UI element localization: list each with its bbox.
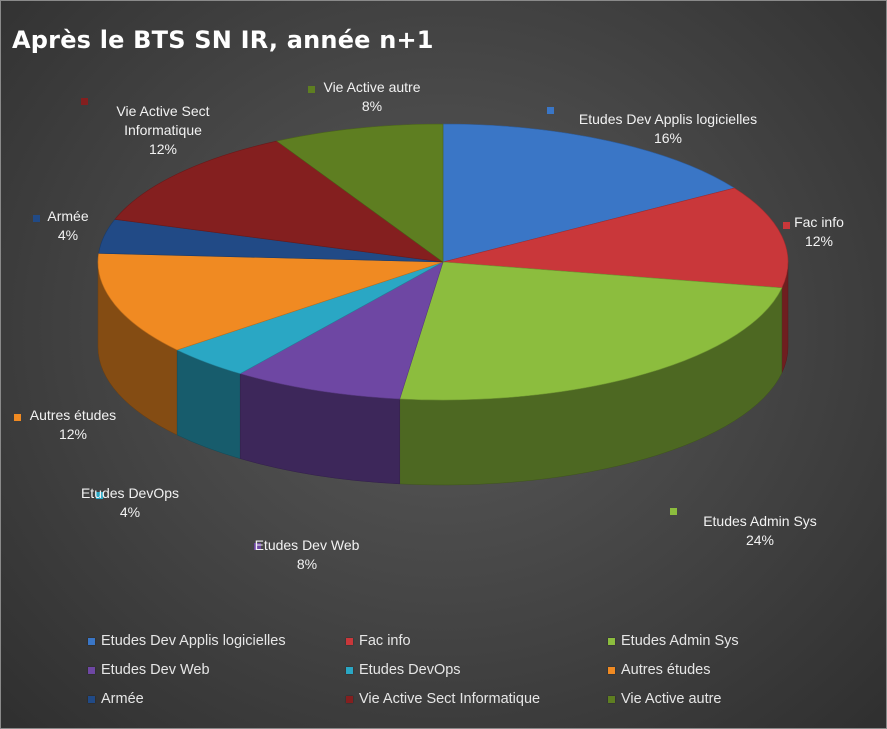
data-label-value: 8%: [297, 556, 317, 572]
pie-slice-etudes-dev-applis-logicielles: [442, 123, 736, 263]
legend-swatch: [88, 637, 95, 645]
data-label-etudes-devops: Etudes DevOps 4%: [81, 485, 179, 520]
pie-slice-etudes-dev-web: [239, 261, 444, 400]
data-label-value: 24%: [746, 532, 774, 548]
data-label-vie-active-autre: Vie Active autre 8%: [308, 79, 421, 114]
pie-slice-fac-info: [442, 187, 789, 289]
legend-swatch: [88, 695, 95, 703]
data-label-vie-active-sect-informatique: Vie Active Sect Informatique 12%: [81, 98, 210, 157]
data-label-name: Etudes Dev Web: [255, 537, 360, 553]
legend-label: Etudes Dev Web: [101, 662, 210, 678]
legend-swatch: [346, 666, 353, 674]
data-label-name: Vie Active Sect: [116, 103, 209, 119]
legend-swatch: [608, 695, 615, 703]
data-label-autres-etudes: Autres études 12%: [14, 407, 116, 442]
data-label-name: Etudes DevOps: [81, 485, 179, 501]
data-label-name: Armée: [47, 208, 88, 224]
data-label-etudes-dev-applis-logicielles: Etudes Dev Applis logicielles 16%: [547, 107, 757, 146]
legend-label: Etudes Admin Sys: [621, 633, 739, 649]
data-label-marker-vie-active-sect-informatique: [81, 98, 88, 105]
data-label-marker-etudes-dev-applis-logicielles: [547, 107, 554, 114]
data-label-marker-autres-etudes: [14, 414, 21, 421]
legend-swatch: [88, 666, 95, 674]
legend-item-etudes-dev-applis-logicielles: Etudes Dev Applis logicielles: [88, 633, 286, 649]
legend-label: Fac info: [359, 633, 411, 649]
legend-label: Armée: [101, 691, 144, 707]
data-label-etudes-admin-sys: Etudes Admin Sys 24%: [670, 508, 817, 548]
data-label-marker-armee: [33, 215, 40, 222]
data-label-armee: Armée 4%: [33, 208, 89, 243]
legend-item-etudes-devops: Etudes DevOps: [346, 662, 461, 678]
data-label-etudes-dev-web: Etudes Dev Web 8%: [254, 537, 360, 572]
data-label-marker-fac-info: [783, 222, 790, 229]
legend-item-autres-etudes: Autres études: [608, 662, 710, 678]
pie-slice-autres-etudes: [97, 253, 444, 351]
data-label-value: 4%: [58, 227, 78, 243]
data-label-value: 12%: [59, 426, 87, 442]
data-label-value: 16%: [654, 130, 682, 146]
pie-slice-etudes-admin-sys: [399, 261, 783, 401]
data-label-name: Etudes Dev Applis logicielles: [579, 111, 757, 127]
legend-item-etudes-admin-sys: Etudes Admin Sys: [608, 633, 739, 649]
legend-label: Autres études: [621, 662, 711, 678]
data-label-marker-etudes-dev-web: [254, 543, 261, 550]
pie-slice-vie-active-autre: [276, 123, 444, 263]
legend-item-vie-active-autre: Vie Active autre: [608, 691, 722, 707]
legend-swatch: [346, 695, 353, 703]
legend-label: Etudes Dev Applis logicielles: [101, 633, 286, 649]
legend-item-vie-active-sect-informatique: Vie Active Sect Informatique: [346, 691, 540, 707]
data-label-fac-info: Fac info 12%: [783, 214, 844, 249]
data-label-value: 12%: [805, 233, 833, 249]
pie-slice-vie-active-sect-informatique: [114, 140, 444, 263]
legend-item-fac-info: Fac info: [346, 633, 411, 649]
data-label-name: Autres études: [30, 407, 116, 423]
data-label-marker-etudes-devops: [96, 492, 103, 499]
data-label-name: Etudes Admin Sys: [703, 513, 817, 529]
data-label-name: Informatique: [124, 122, 202, 138]
data-label-marker-vie-active-autre: [308, 86, 315, 93]
data-label-value: 4%: [120, 504, 140, 520]
legend-swatch: [608, 666, 615, 674]
legend-item-etudes-dev-web: Etudes Dev Web: [88, 662, 210, 678]
legend-label: Vie Active Sect Informatique: [359, 691, 541, 707]
legend-item-armee: Armée: [88, 691, 144, 707]
data-label-name: Fac info: [794, 214, 844, 230]
legend-swatch: [608, 637, 615, 645]
data-label-value: 8%: [362, 98, 382, 114]
data-label-name: Vie Active autre: [323, 79, 420, 95]
data-label-value: 12%: [149, 141, 177, 157]
data-label-marker-etudes-admin-sys: [670, 508, 677, 515]
chart-title: Après le BTS SN IR, année n+1: [12, 26, 434, 54]
legend-label: Etudes DevOps: [359, 662, 461, 678]
legend-label: Vie Active autre: [621, 691, 722, 707]
legend-swatch: [346, 637, 353, 645]
